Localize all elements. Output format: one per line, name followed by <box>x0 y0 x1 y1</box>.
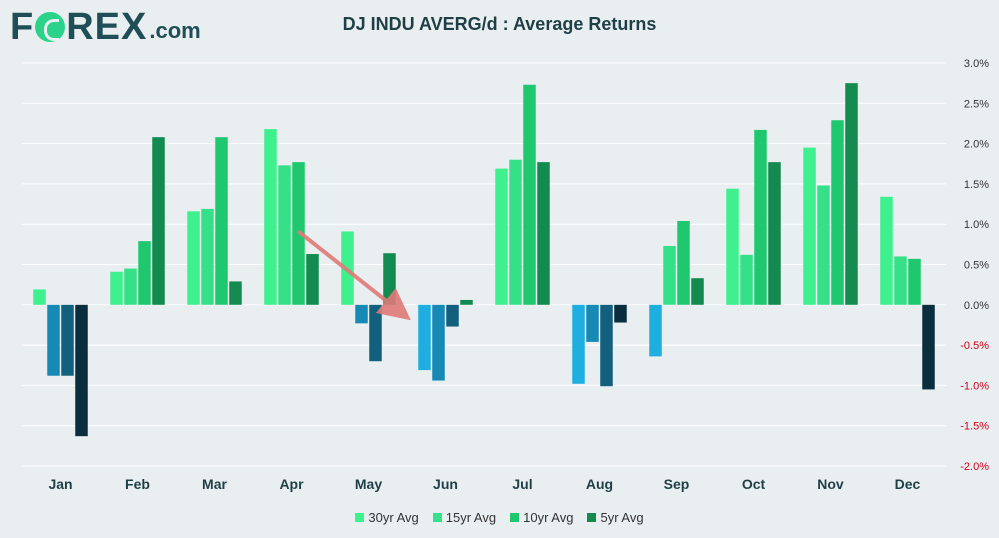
bar-aug-5yr-avg <box>614 304 627 323</box>
bar-aug-10yr-avg <box>600 304 613 387</box>
bar-sep-5yr-avg <box>691 278 704 305</box>
bar-dec-30yr-avg <box>880 196 893 305</box>
legend-item[interactable]: 15yr Avg <box>432 510 497 525</box>
forex-logo[interactable]: F REX .com <box>10 6 201 48</box>
bar-oct-5yr-avg <box>768 162 781 305</box>
y-tick-label: -1.0% <box>960 380 989 392</box>
legend-item[interactable]: 10yr Avg <box>510 510 573 525</box>
bar-nov-10yr-avg <box>831 120 844 305</box>
bar-aug-15yr-avg <box>586 304 599 342</box>
bar-feb-10yr-avg <box>138 241 151 305</box>
bar-dec-15yr-avg <box>894 256 907 305</box>
bar-may-5yr-avg <box>383 253 396 305</box>
logo-domain: .com <box>149 18 201 43</box>
bar-jan-5yr-avg <box>75 304 88 437</box>
x-tick-label: Apr <box>279 476 304 492</box>
legend-swatch <box>432 513 442 522</box>
x-tick-label: Jul <box>512 476 532 492</box>
legend-swatch <box>510 513 520 522</box>
bar-sep-10yr-avg <box>677 220 690 305</box>
bar-jun-15yr-avg <box>432 304 445 381</box>
y-tick-label: -0.5% <box>960 340 989 352</box>
legend-label: 10yr Avg <box>523 510 574 525</box>
bar-jul-30yr-avg <box>495 168 508 305</box>
bar-apr-5yr-avg <box>306 254 319 305</box>
bar-jul-10yr-avg <box>523 84 536 305</box>
bar-jan-10yr-avg <box>61 304 74 376</box>
bar-mar-10yr-avg <box>215 137 228 305</box>
bar-jun-10yr-avg <box>446 304 459 327</box>
bar-jun-30yr-avg <box>418 304 431 371</box>
bar-dec-10yr-avg <box>908 258 921 305</box>
bar-may-10yr-avg <box>369 304 382 362</box>
bar-may-15yr-avg <box>355 304 368 324</box>
x-tick-label: Sep <box>664 476 690 492</box>
bar-aug-30yr-avg <box>572 304 585 384</box>
x-tick-label: May <box>355 476 382 492</box>
bar-mar-30yr-avg <box>187 211 200 305</box>
y-tick-label: 3.0% <box>964 58 989 70</box>
x-tick-label: Mar <box>202 476 227 492</box>
x-tick-label: Oct <box>742 476 766 492</box>
bar-apr-15yr-avg <box>278 165 291 305</box>
x-tick-label: Jan <box>48 476 72 492</box>
bar-feb-15yr-avg <box>124 268 137 305</box>
y-tick-label: 1.0% <box>964 219 989 231</box>
y-tick-label: 0.0% <box>964 300 989 312</box>
logo-o-icon <box>35 12 66 42</box>
chart-title: DJ INDU AVERG/d : Average Returns <box>342 14 657 34</box>
bar-jan-30yr-avg <box>33 289 46 305</box>
legend-label: 5yr Avg <box>600 510 644 525</box>
x-tick-label: Dec <box>895 476 921 492</box>
logo-text-post: REX <box>66 5 148 48</box>
bar-jan-15yr-avg <box>47 304 60 376</box>
bar-jul-5yr-avg <box>537 162 550 305</box>
bar-oct-15yr-avg <box>740 254 753 305</box>
legend-label: 15yr Avg <box>445 510 497 525</box>
y-tick-label: -2.0% <box>960 461 989 473</box>
bar-apr-30yr-avg <box>264 129 277 305</box>
bar-feb-5yr-avg <box>152 137 165 305</box>
x-tick-label: Aug <box>586 476 613 492</box>
bar-nov-5yr-avg <box>845 83 858 305</box>
bar-oct-30yr-avg <box>726 188 739 305</box>
y-tick-label: 2.0% <box>964 139 989 151</box>
bar-sep-30yr-avg <box>649 304 662 357</box>
annotation-arrow <box>297 230 411 321</box>
bar-dec-5yr-avg <box>922 304 935 390</box>
y-tick-label: -1.5% <box>960 421 989 433</box>
x-tick-label: Jun <box>433 476 458 492</box>
y-tick-label: 1.5% <box>964 179 989 191</box>
legend-swatch <box>355 513 365 522</box>
x-tick-label: Feb <box>125 476 150 492</box>
legend-swatch <box>587 513 597 522</box>
logo-text-pre: F <box>10 5 35 48</box>
legend-item[interactable]: 5yr Avg <box>587 510 644 525</box>
bar-jun-5yr-avg <box>460 299 473 305</box>
y-tick-label: 2.5% <box>964 98 989 110</box>
bar-mar-15yr-avg <box>201 208 214 305</box>
bar-feb-30yr-avg <box>110 271 123 305</box>
bar-jul-15yr-avg <box>509 159 522 305</box>
x-tick-label: Nov <box>817 476 844 492</box>
bar-nov-30yr-avg <box>803 147 816 305</box>
bar-mar-5yr-avg <box>229 281 242 305</box>
chart-legend: 30yr Avg 15yr Avg 10yr Avg 5yr Avg <box>0 510 999 525</box>
bar-nov-15yr-avg <box>817 185 830 305</box>
bar-oct-10yr-avg <box>754 129 767 305</box>
bar-sep-15yr-avg <box>663 245 676 305</box>
legend-label: 30yr Avg <box>368 510 419 525</box>
legend-item[interactable]: 30yr Avg <box>355 510 419 525</box>
y-tick-label: 0.5% <box>964 260 989 272</box>
